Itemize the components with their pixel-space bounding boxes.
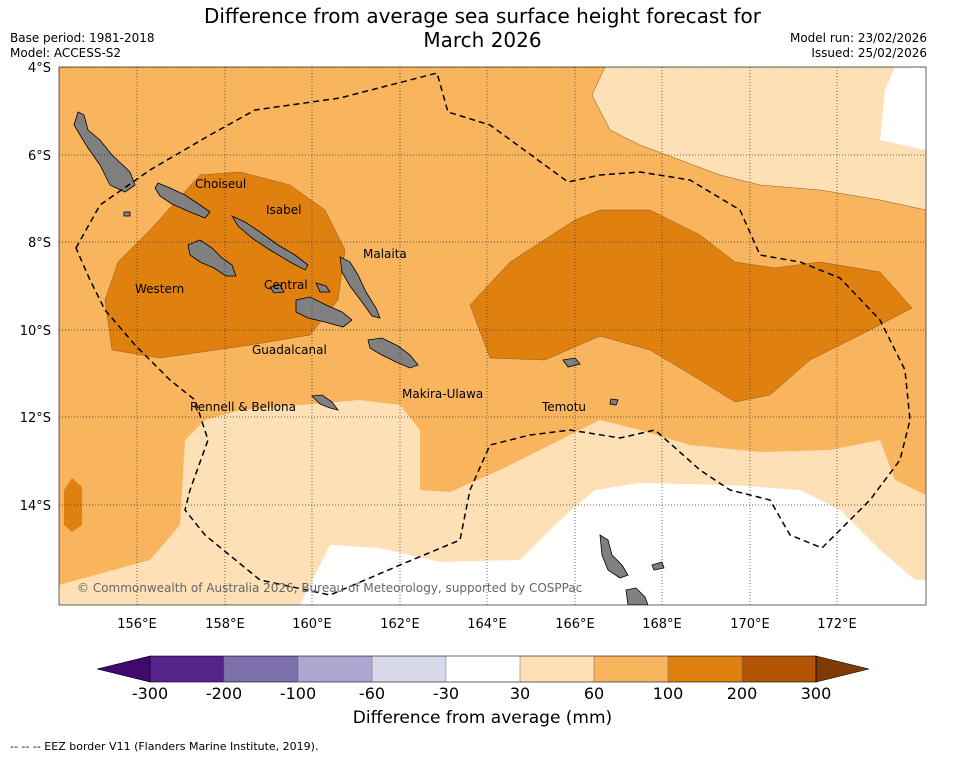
province-label-isabel: Isabel	[266, 203, 301, 217]
small-island-2	[562, 357, 581, 368]
colorbar-segment-4	[372, 656, 446, 682]
province-label-malaita: Malaita	[363, 247, 407, 261]
title-line-2: March 2026	[423, 28, 542, 52]
colorbar-segment-7	[594, 656, 668, 682]
vanuatu-south	[625, 587, 649, 605]
title-line-1: Difference from average sea surface heig…	[203, 4, 762, 28]
contour-lines	[104, 67, 926, 403]
colorbar-tick-10: 300	[801, 684, 832, 700]
colorbar-segment-2	[224, 656, 298, 682]
small-island-4	[651, 561, 665, 571]
colorbar-segment-6	[520, 656, 594, 682]
map-area: Choiseul Isabel Malaita Western Central …	[59, 67, 926, 605]
eez-footnote: -- -- -- EEZ border V11 (Flanders Marine…	[10, 740, 319, 753]
province-label-makira-ulawa: Makira-Ulawa	[402, 387, 483, 401]
meta-right: Model run: 23/02/2026 Issued: 25/02/2026	[790, 31, 927, 61]
anomaly-100-200-patch	[64, 478, 82, 532]
rennell-island	[311, 394, 339, 411]
colorbar-extend-high	[815, 655, 870, 683]
colorbar-segment-8	[668, 656, 742, 682]
model-run: Model run: 23/02/2026	[789, 31, 927, 45]
lon-label-160e: 160°E	[292, 617, 332, 632]
colorbar-extend-low	[96, 655, 151, 683]
lat-label-8s: 8°S	[28, 236, 51, 251]
base-period: Base period: 1981-2018	[10, 31, 155, 45]
lat-label-10s: 10°S	[20, 324, 51, 339]
bougainville-island	[73, 111, 136, 193]
chart-title: Difference from average sea surface heig…	[0, 4, 965, 52]
eez-border	[75, 72, 911, 596]
colorbar-tick-1: -300	[132, 684, 168, 700]
lat-label-4s: 4°S	[28, 61, 51, 76]
lat-label-6s: 6°S	[28, 149, 51, 164]
makira-island	[367, 337, 419, 369]
new-georgia-islands	[187, 239, 237, 277]
colorbar-label: Difference from average (mm)	[352, 708, 613, 728]
guadalcanal-island	[295, 296, 353, 328]
province-label-western: Western	[135, 282, 184, 296]
lon-label-164e: 164°E	[467, 617, 507, 632]
malaita-island	[339, 256, 381, 319]
meta-left: Base period: 1981-2018 Model: ACCESS-S2	[10, 31, 155, 61]
small-island-6	[123, 211, 131, 217]
province-label-guadalcanal: Guadalcanal	[252, 343, 327, 357]
colorbar-tick-5: -30	[433, 684, 459, 700]
colorbar-segment-5	[446, 656, 520, 682]
vanuatu-espiritu-santo	[599, 534, 629, 579]
lon-label-158e: 158°E	[205, 617, 245, 632]
land-masses	[73, 111, 665, 605]
map-frame	[58, 66, 927, 606]
colorbar-tick-2: -200	[206, 684, 242, 700]
lat-label-14s: 14°S	[20, 499, 51, 514]
copyright-notice: © Commonwealth of Australia 2026, Bureau…	[77, 581, 582, 595]
santa-isabel-island	[230, 215, 309, 271]
colorbar-tick-7: 60	[584, 684, 604, 700]
colorbar-tick-3: -100	[280, 684, 316, 700]
anomaly-neutral-region-northeast	[880, 67, 926, 150]
lon-label-156e: 156°E	[117, 617, 157, 632]
colorbar-tick-9: 200	[727, 684, 758, 700]
province-label-temotu: Temotu	[541, 400, 586, 414]
province-label-choiseul: Choiseul	[195, 177, 246, 191]
lon-label-162e: 162°E	[380, 617, 420, 632]
colorbar-segment-9	[742, 656, 816, 682]
small-island-5	[315, 282, 331, 293]
colorbar-tick-4: -60	[359, 684, 385, 700]
anomaly-neutral-region-south	[300, 483, 926, 605]
lon-label-172e: 172°E	[817, 617, 857, 632]
colorbar-tick-6: 30	[510, 684, 530, 700]
colorbar-outline	[149, 655, 817, 683]
model-name: Model: ACCESS-S2	[10, 46, 122, 60]
province-label-rennell-bellona: Rennell & Bellona	[190, 400, 296, 414]
forecast-map: Choiseul Isabel Malaita Western Central …	[20, 61, 927, 700]
lon-label-166e: 166°E	[555, 617, 595, 632]
anomaly-30-60-region-northeast	[592, 67, 926, 210]
lon-label-170e: 170°E	[730, 617, 770, 632]
anomaly-100-200-region-east	[470, 210, 912, 402]
choiseul-island	[154, 182, 211, 219]
graticule	[59, 67, 926, 605]
colorbar-segment-1	[150, 656, 224, 682]
issued-date: Issued: 25/02/2026	[811, 46, 927, 60]
province-label-central: Central	[264, 278, 308, 292]
lat-label-12s: 12°S	[20, 411, 51, 426]
lon-label-168e: 168°E	[642, 617, 682, 632]
small-island-1	[269, 284, 285, 294]
colorbar-segment-3	[298, 656, 372, 682]
colorbar-tick-8: 100	[653, 684, 684, 700]
colorbar: -300 -200 -100 -60 -30 30 60 100 200 300	[96, 655, 870, 700]
small-island-3	[609, 398, 619, 406]
